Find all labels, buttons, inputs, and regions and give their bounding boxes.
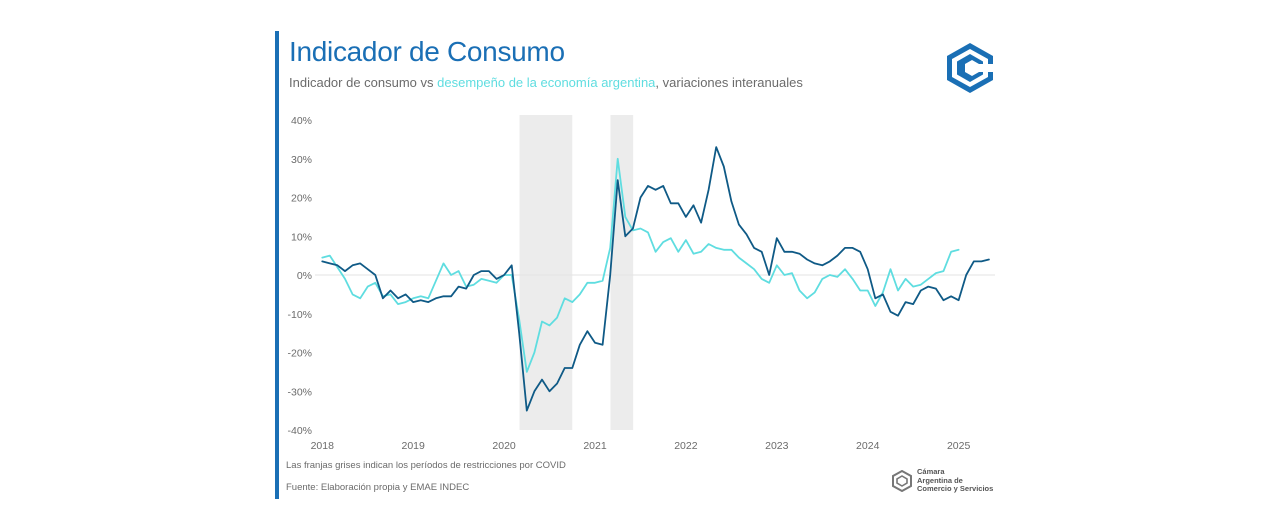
org-line-1: Cámara xyxy=(917,467,945,477)
accent-bar xyxy=(275,31,279,499)
source-note: Fuente: Elaboración propia y EMAE INDEC xyxy=(286,482,470,493)
org-line-3: Comercio y Servicios xyxy=(917,484,994,494)
org-line-2: Argentina de xyxy=(917,475,963,485)
x-tick-label: 2021 xyxy=(583,440,607,452)
page-title: Indicador de Consumo xyxy=(289,36,565,67)
covid-band-1 xyxy=(519,115,573,430)
y-tick-label: 0% xyxy=(297,270,312,282)
x-tick-label: 2022 xyxy=(674,440,698,452)
x-tick-label: 2023 xyxy=(765,440,789,452)
org-name: Cámara Argentina de Comercio y Servicios xyxy=(917,468,993,494)
org-logo: Cámara Argentina de Comercio y Servicios xyxy=(891,468,993,494)
chart-subtitle: Indicador de consumo vs desempeño de la … xyxy=(289,75,803,90)
covid-band-2 xyxy=(610,115,634,430)
cac-small-logo-icon xyxy=(892,470,912,492)
y-tick-label: 20% xyxy=(291,193,312,205)
line-chart: -40% -30% -20% -10% 0% 10% 20% 30% 40% 2018 2019 20… xyxy=(287,115,995,452)
x-tick-label: 2019 xyxy=(402,440,426,452)
y-tick-label: 10% xyxy=(291,231,312,243)
subtitle-prefix: Indicador de consumo vs xyxy=(289,75,438,90)
x-tick-label: 2025 xyxy=(947,440,971,452)
y-tick-label: -30% xyxy=(287,386,312,398)
x-tick-label: 2020 xyxy=(492,440,516,452)
y-tick-label: -20% xyxy=(287,348,312,360)
cac-logo-icon xyxy=(947,43,995,93)
series-line-emae xyxy=(321,157,960,373)
y-tick-label: -40% xyxy=(287,425,312,437)
y-tick-label: 40% xyxy=(291,115,312,127)
subtitle-highlight: desempeño de la economía argentina xyxy=(437,75,656,90)
y-tick-label: -10% xyxy=(287,309,312,321)
series-line-consumo xyxy=(321,146,990,412)
y-tick-label: 30% xyxy=(291,154,312,166)
covid-note: Las franjas grises indican los períodos … xyxy=(286,460,566,471)
subtitle-suffix: , variaciones interanuales xyxy=(655,75,803,90)
x-tick-label: 2018 xyxy=(311,440,335,452)
x-tick-label: 2024 xyxy=(856,440,880,452)
